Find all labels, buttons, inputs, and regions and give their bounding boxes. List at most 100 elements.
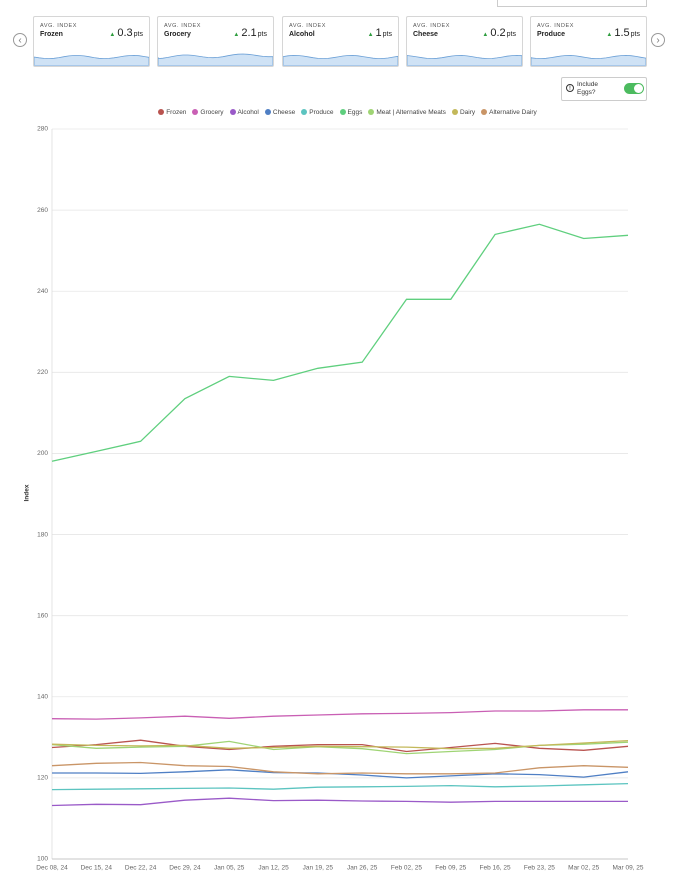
legend-item[interactable]: Frozen	[158, 109, 186, 116]
legend-item[interactable]: Alcohol	[229, 109, 259, 116]
card-value: ▲ 0.3pts	[109, 27, 143, 39]
legend-label: Alternative Dairy	[489, 109, 537, 116]
up-arrow: ▲	[367, 32, 374, 38]
x-tick-label: Feb 09, 25	[435, 865, 466, 872]
legend-label: Alcohol	[237, 109, 259, 116]
y-tick-label: 220	[37, 369, 48, 376]
y-tick-label: 160	[37, 612, 48, 619]
y-tick-label: 280	[37, 126, 48, 133]
series-line	[51, 739, 629, 753]
legend-label: Cheese	[272, 109, 296, 116]
x-tick-label: Feb 16, 25	[480, 865, 511, 872]
card-value: ▲ 1.5pts	[606, 27, 640, 39]
value: 0.2	[490, 27, 506, 39]
card-label: AVG. INDEX	[413, 23, 451, 29]
up-arrow: ▲	[482, 32, 489, 38]
legend-dot	[301, 109, 308, 115]
legend-item[interactable]: Cheese	[264, 109, 296, 116]
unit: pts	[630, 31, 640, 38]
legend-label: Grocery	[200, 109, 224, 116]
switch[interactable]	[624, 83, 644, 94]
card-value: ▲ 2.1pts	[233, 27, 267, 39]
legend-dot	[192, 109, 199, 115]
unit: pts	[257, 31, 267, 38]
y-tick-label: 180	[37, 531, 48, 538]
x-tick-label: Feb 23, 25	[524, 865, 555, 872]
unit: pts	[506, 31, 516, 38]
up-arrow: ▲	[233, 32, 240, 38]
y-tick-label: 100	[37, 856, 48, 863]
info-icon: !	[566, 84, 574, 92]
sparkline-area	[531, 54, 646, 66]
y-tick-label: 200	[37, 450, 48, 457]
legend-dot	[339, 109, 346, 115]
kpi-card[interactable]: AVG. INDEX Grocery ▲ 2.1pts	[157, 16, 274, 67]
legend-dot	[264, 109, 271, 115]
x-tick-label: Dec 15, 24	[81, 865, 113, 872]
legend-item[interactable]: Eggs	[339, 109, 363, 116]
dropdown[interactable]	[497, 0, 647, 7]
x-tick-label: Dec 08, 24	[36, 865, 68, 872]
value: 2.1	[241, 27, 257, 39]
x-tick-label: Dec 22, 24	[125, 865, 157, 872]
sparkline-area	[283, 54, 398, 66]
legend-dot	[368, 109, 375, 115]
sparkline-area	[158, 53, 273, 66]
legend-item[interactable]: Dairy	[451, 109, 476, 116]
x-tick-label: Mar 02, 25	[568, 865, 599, 872]
series-line	[51, 797, 628, 807]
card-value: ▲ 1pts	[368, 27, 392, 39]
card-label: AVG. INDEX	[40, 23, 78, 29]
x-tick-label: Feb 02, 25	[391, 865, 422, 872]
legend-item[interactable]: Produce	[301, 109, 334, 116]
legend-dot	[451, 109, 458, 115]
y-axis-label: Index	[24, 484, 31, 501]
toggle-label: Include Eggs?	[577, 81, 598, 96]
series-line	[51, 761, 629, 775]
card-name: Cheese	[413, 31, 438, 38]
y-tick-label: 260	[37, 207, 48, 214]
legend: Frozen Grocery Alcohol Cheese Produce Eggs Mea…	[0, 109, 695, 116]
value: 1	[375, 27, 382, 39]
kpi-card[interactable]: AVG. INDEX Cheese ▲ 0.2pts	[406, 16, 523, 67]
x-tick-label: Dec 29, 24	[169, 865, 201, 872]
card-label: AVG. INDEX	[164, 23, 202, 29]
series-line	[51, 740, 629, 755]
value: 0.3	[117, 27, 133, 39]
legend-item[interactable]: Grocery	[192, 109, 224, 116]
x-tick-label: Jan 26, 25	[347, 865, 378, 872]
up-arrow: ▲	[109, 32, 116, 38]
x-tick-label: Jan 05, 25	[214, 865, 245, 872]
card-name: Produce	[537, 31, 566, 38]
unit: pts	[382, 31, 392, 38]
sparkline	[531, 54, 646, 66]
sparkline-area	[407, 54, 522, 66]
legend-dot	[229, 109, 236, 115]
kpi-card[interactable]: AVG. INDEX Produce ▲ 1.5pts	[530, 16, 647, 67]
legend-dot	[481, 109, 488, 115]
y-tick-label: 140	[37, 693, 48, 700]
card-value: ▲ 0.2pts	[482, 27, 516, 39]
legend-label: Eggs	[347, 109, 363, 116]
x-tick-label: Jan 12, 25	[258, 865, 289, 872]
series-line	[51, 782, 629, 791]
legend-label: Dairy	[459, 109, 476, 116]
legend-item[interactable]: Alternative Dairy	[481, 109, 537, 116]
kpi-card[interactable]: AVG. INDEX Frozen ▲ 0.3pts	[33, 16, 150, 67]
card-name: Frozen	[40, 31, 63, 38]
y-tick-label: 120	[37, 775, 48, 782]
legend-item[interactable]: Meat | Alternative Meats	[368, 109, 446, 116]
x-tick-label: Jan 19, 25	[303, 865, 334, 872]
legend-dot	[158, 109, 165, 115]
up-arrow: ▲	[606, 32, 613, 38]
unit: pts	[133, 31, 143, 38]
card-name: Grocery	[164, 31, 191, 38]
kpi-card[interactable]: AVG. INDEX Alcohol ▲ 1pts	[282, 16, 399, 67]
next-button[interactable]: ›	[651, 33, 665, 47]
prev-button[interactable]: ‹	[13, 33, 27, 47]
series-line	[51, 739, 629, 750]
include-eggs-toggle[interactable]: ! Include Eggs?	[561, 77, 647, 101]
sparkline	[283, 54, 398, 66]
